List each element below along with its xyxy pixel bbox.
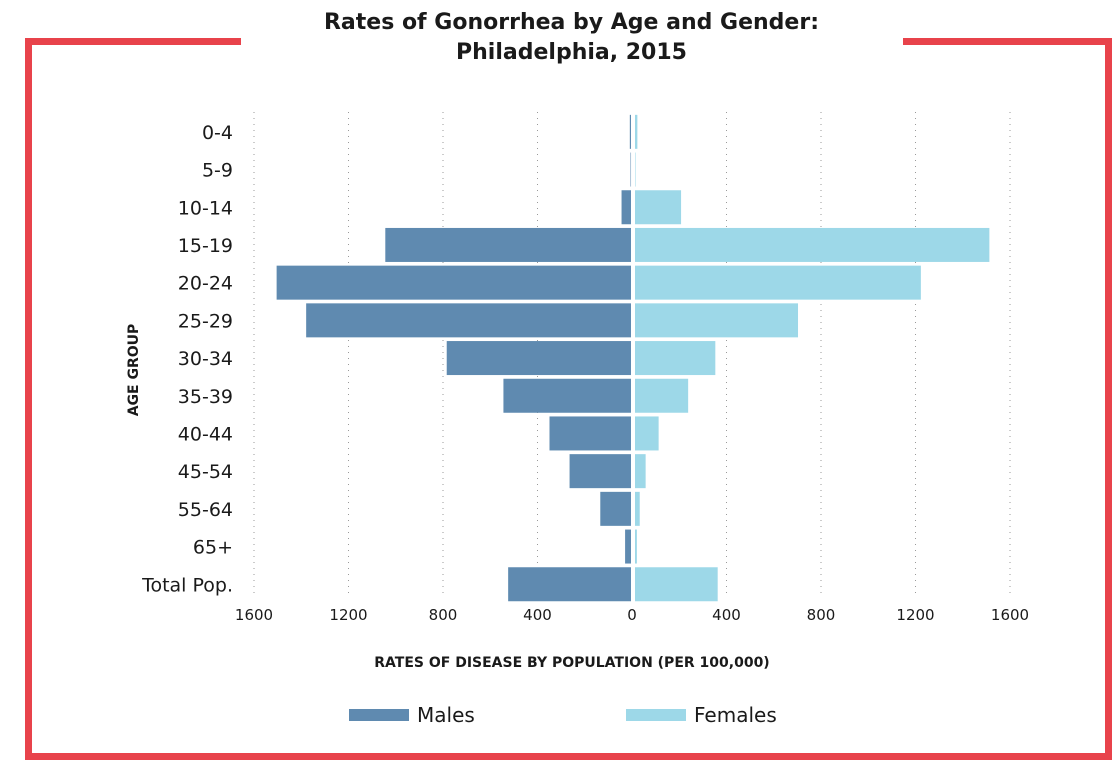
bar-females-total-pop- [635, 567, 718, 602]
category-label: 55-64 [178, 499, 233, 521]
bar-females-40-44 [635, 416, 659, 451]
bar-males-65- [625, 529, 631, 564]
bar-males-40-44 [549, 416, 631, 451]
x-tick-label: 1600 [235, 606, 273, 624]
frame-border-top-right [903, 38, 1112, 45]
bar-females-25-29 [635, 303, 799, 338]
x-tick-label: 800 [807, 606, 836, 624]
frame-border-right [1105, 38, 1112, 760]
x-tick-label: 800 [429, 606, 458, 624]
bar-males-35-39 [503, 378, 631, 413]
x-tick-label: 1200 [896, 606, 934, 624]
bar-females-15-19 [635, 227, 990, 262]
bar-females-45-54 [635, 454, 646, 489]
y-axis-title: AGE GROUP [126, 324, 142, 417]
category-label: 5-9 [202, 160, 233, 182]
category-label: 30-34 [178, 348, 233, 370]
category-label: 25-29 [178, 310, 233, 332]
bar-females-65- [635, 529, 637, 564]
x-tick-label: 1600 [991, 606, 1029, 624]
category-label: 45-54 [178, 461, 233, 483]
category-label: 65+ [193, 537, 233, 559]
legend-females: Females [626, 702, 777, 728]
legend-males: Males [349, 702, 475, 728]
bar-females-55-64 [635, 491, 640, 526]
category-label: 40-44 [178, 423, 233, 445]
x-tick-label: 0 [627, 606, 637, 624]
bar-males-45-54 [569, 454, 631, 489]
chart-title-line-2: Philadelphia, 2015 [456, 40, 687, 65]
chart-title-line-1: Rates of Gonorrhea by Age and Gender: [323, 10, 820, 35]
frame-border-left [25, 38, 32, 760]
category-label: 15-19 [178, 235, 233, 257]
x-axis-title: RATES OF DISEASE BY POPULATION (PER 100,… [374, 655, 769, 671]
legend-females-swatch [626, 709, 686, 721]
category-label: 35-39 [178, 386, 233, 408]
bar-males-total-pop- [508, 567, 631, 602]
bar-males-25-29 [306, 303, 631, 338]
bar-females-10-14 [635, 190, 682, 225]
bar-females-20-24 [635, 265, 921, 300]
bar-males-55-64 [600, 491, 631, 526]
bar-males-10-14 [621, 190, 631, 225]
bar-males-20-24 [276, 265, 631, 300]
bar-males-0-4 [629, 114, 631, 149]
category-label: Total Pop. [141, 574, 233, 596]
chart-title: Rates of Gonorrhea by Age and Gender: Ph… [240, 8, 903, 68]
bar-males-15-19 [385, 227, 631, 262]
legend-males-swatch [349, 709, 409, 721]
category-label: 20-24 [178, 273, 233, 295]
x-tick-label: 400 [712, 606, 741, 624]
frame-border-top-left [25, 38, 241, 45]
bar-males-30-34 [446, 341, 631, 376]
x-tick-label: 400 [523, 606, 552, 624]
category-label: 10-14 [178, 197, 233, 219]
legend-males-label: Males [417, 703, 475, 727]
frame-border-bottom [25, 753, 1112, 760]
bar-females-35-39 [635, 378, 689, 413]
bar-males-5-9 [630, 152, 632, 187]
bar-females-5-9 [635, 152, 636, 187]
x-tick-label: 1200 [329, 606, 367, 624]
category-label: 0-4 [202, 122, 233, 144]
bar-females-0-4 [635, 114, 638, 149]
legend-females-label: Females [694, 703, 777, 727]
bar-females-30-34 [635, 341, 716, 376]
